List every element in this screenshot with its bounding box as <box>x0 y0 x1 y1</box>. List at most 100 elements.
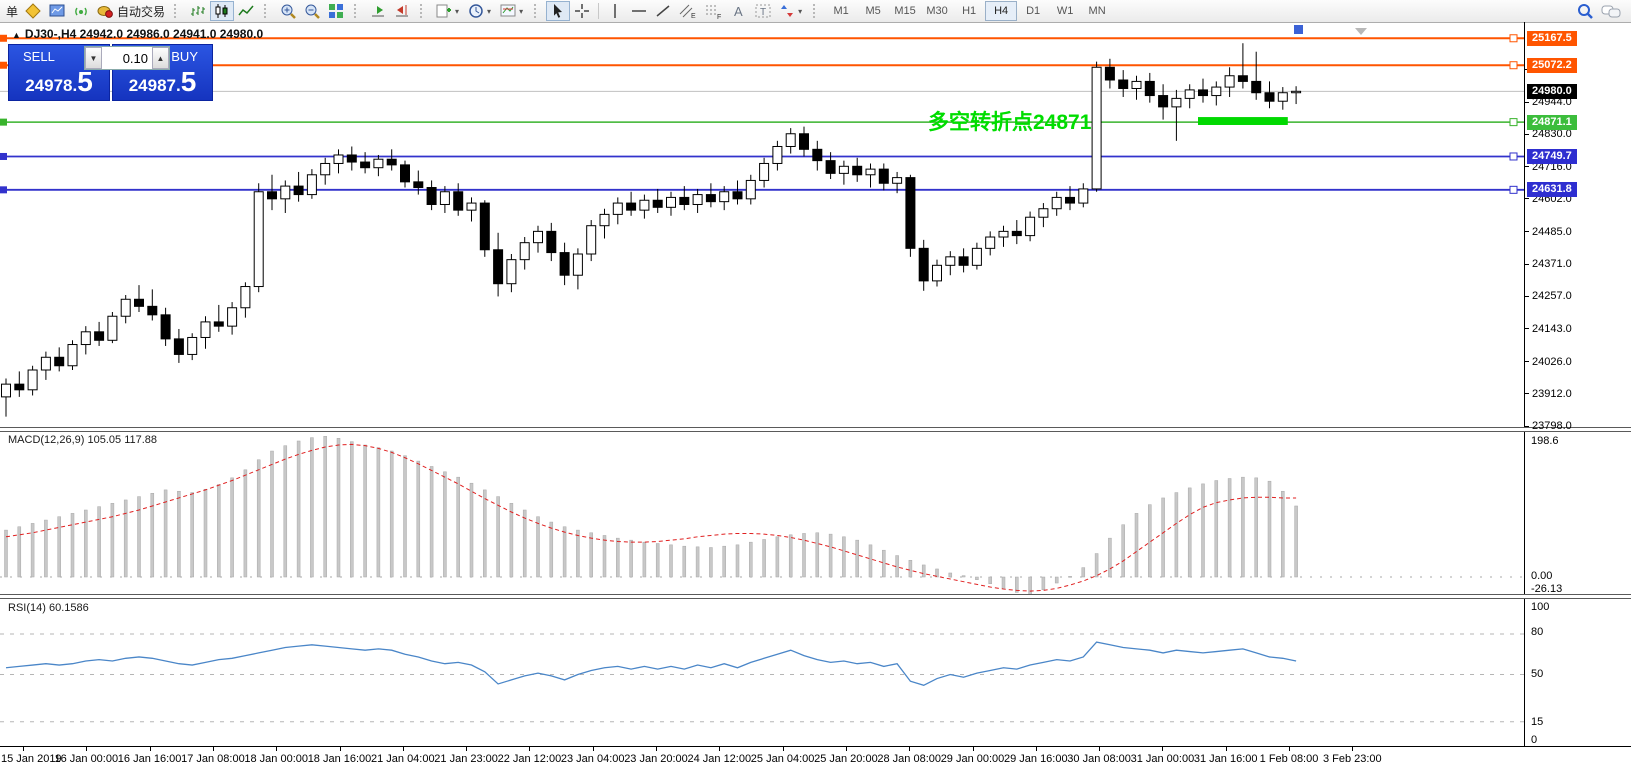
time-tick <box>1162 747 1164 751</box>
timeframe-d1[interactable]: D1 <box>1026 5 1041 17</box>
periods-button[interactable]: ▾ <box>464 1 496 21</box>
autotrading-button[interactable]: 自动交易 <box>93 1 168 21</box>
arrows-button[interactable]: ▾ <box>775 1 807 21</box>
crosshair-icon <box>575 4 590 18</box>
macd-bar <box>496 496 500 578</box>
timeframe-m30[interactable]: M30 <box>926 5 948 17</box>
line-handle-left[interactable] <box>0 186 7 194</box>
candle-body <box>426 187 437 205</box>
candle-body <box>1051 196 1062 210</box>
line-handle-left[interactable] <box>0 34 7 42</box>
search-icon <box>1578 4 1593 19</box>
line-handle-left[interactable] <box>0 152 7 160</box>
candle-body <box>812 148 823 162</box>
object-marker[interactable] <box>1294 25 1303 34</box>
scroll-to-end-icon[interactable] <box>1355 28 1367 35</box>
zoom-in-button[interactable] <box>276 1 300 21</box>
indicators-button[interactable]: ▾ <box>432 1 464 21</box>
new-order-icon-button[interactable] <box>21 1 45 21</box>
svg-text:A: A <box>734 4 743 19</box>
line-handle-right[interactable] <box>1509 185 1518 194</box>
macd-bar <box>1108 537 1112 578</box>
candlestick-chart-button[interactable] <box>210 1 235 21</box>
time-tick <box>339 747 341 751</box>
macd-canvas[interactable] <box>0 431 1524 594</box>
chart-shift-icon <box>396 5 409 17</box>
macd-bar <box>509 503 514 578</box>
signals-button[interactable] <box>69 1 93 21</box>
tile-windows-button[interactable] <box>324 1 348 21</box>
svg-text:E: E <box>691 13 696 20</box>
chart-shift-button[interactable] <box>390 1 414 21</box>
timeframe-m5[interactable]: M5 <box>865 5 881 17</box>
candle-body <box>626 202 637 211</box>
macd-bar <box>589 532 593 578</box>
macd-bar <box>97 506 101 578</box>
time-label: 29 Jan 16:00 <box>1003 753 1068 765</box>
horizontal-line-button[interactable] <box>627 1 651 21</box>
line-handle-left[interactable] <box>0 61 7 69</box>
bar-chart-button[interactable] <box>186 1 210 21</box>
macd-bar <box>735 544 740 578</box>
fibonacci-button[interactable]: F <box>701 1 727 21</box>
line-handle-right[interactable] <box>1509 118 1518 127</box>
macd-bar <box>429 466 434 578</box>
search-button[interactable] <box>1573 1 1597 21</box>
panel-splitter-macd[interactable] <box>0 427 1631 432</box>
indicators-dropdown[interactable]: ▾ <box>455 6 460 16</box>
rsi-canvas[interactable] <box>0 598 1524 746</box>
text-label-button[interactable]: T <box>751 1 775 21</box>
lot-input[interactable] <box>102 47 152 69</box>
templates-dropdown[interactable]: ▾ <box>519 6 524 16</box>
time-tick <box>276 747 278 751</box>
templates-button[interactable]: ▾ <box>496 1 528 21</box>
line-handle-left[interactable] <box>0 118 7 126</box>
macd-bar <box>30 523 35 578</box>
timeframe-mn[interactable]: MN <box>1088 5 1106 17</box>
crosshair-button[interactable] <box>570 1 594 21</box>
panel-splitter-rsi[interactable] <box>0 594 1631 599</box>
lot-increase-button[interactable]: ▲ <box>152 47 169 69</box>
cursor-button[interactable] <box>546 1 571 21</box>
timeframe-h4[interactable]: H4 <box>985 1 1018 21</box>
timeframe-h1[interactable]: H1 <box>962 5 977 17</box>
macd-bar <box>44 519 48 578</box>
chat-button[interactable] <box>1597 1 1625 21</box>
candle-body <box>599 213 610 227</box>
line-handle-right[interactable] <box>1509 61 1518 70</box>
price-chart-canvas[interactable]: 多空转折点24871 <box>0 22 1524 428</box>
tile-windows-icon <box>329 4 344 18</box>
arrows-dropdown[interactable]: ▾ <box>798 6 803 16</box>
line-handle-right[interactable] <box>1509 152 1518 161</box>
time-axis[interactable]: 15 Jan 2019 16 Jan 00:00 16 Jan 16:00 17 Ja… <box>0 746 1631 770</box>
zoom-out-button[interactable] <box>300 1 324 21</box>
candlestick-chart-icon <box>215 4 228 18</box>
candle-body <box>1091 66 1102 190</box>
annotation-text[interactable]: 多空转折点24871 <box>928 110 1092 134</box>
line-chart-button[interactable] <box>234 1 258 21</box>
lot-decrease-button[interactable]: ▼ <box>85 47 102 69</box>
timeframe-m15[interactable]: M15 <box>894 5 916 17</box>
market-watch-button[interactable] <box>45 1 69 21</box>
equidistant-channel-button[interactable]: E <box>675 1 701 21</box>
timeframe-w1[interactable]: W1 <box>1056 5 1074 17</box>
trendline-button[interactable] <box>651 1 675 21</box>
candle-body <box>1224 75 1235 88</box>
macd-bar <box>1094 553 1099 578</box>
candle-body <box>692 194 703 205</box>
text-button[interactable]: A <box>727 1 751 21</box>
price-axis: 25058.024944.024830.024716.024602.024485… <box>1525 22 1631 432</box>
candle-body <box>1158 95 1169 108</box>
macd-bar <box>1241 476 1245 578</box>
macd-bar <box>243 469 248 578</box>
macd-bar <box>376 447 381 578</box>
green-zone-rect[interactable] <box>1198 117 1288 125</box>
line-handle-right[interactable] <box>1509 34 1518 43</box>
vertical-line-button[interactable] <box>603 1 627 21</box>
auto-scroll-button[interactable] <box>366 1 390 21</box>
periods-dropdown[interactable]: ▾ <box>487 6 492 16</box>
new-order-button[interactable]: 单 <box>0 1 21 21</box>
timeframe-m1[interactable]: M1 <box>833 5 849 17</box>
macd-bar <box>682 545 687 578</box>
macd-bar <box>1161 497 1165 578</box>
